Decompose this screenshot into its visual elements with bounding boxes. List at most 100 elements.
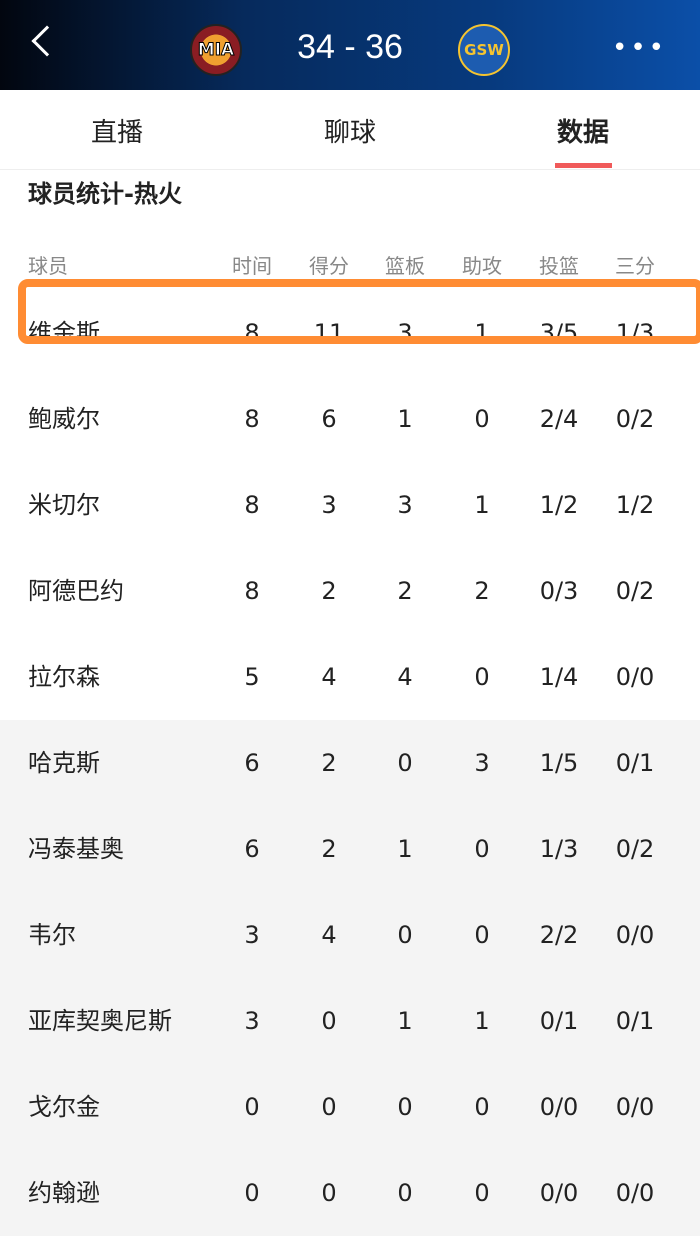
- stat-cell: 0: [321, 1179, 337, 1207]
- stat-cell: 0/1: [615, 749, 655, 777]
- table-row[interactable]: 阿德巴约 8 2 2 2 0/3 0/2 2: [0, 548, 700, 634]
- stat-cell: 0/1: [539, 1007, 579, 1035]
- highlight-box: [18, 279, 700, 344]
- stat-cell: 0/0: [615, 663, 655, 691]
- player-name[interactable]: 阿德巴约: [28, 577, 124, 605]
- player-name[interactable]: 哈克斯: [28, 749, 100, 777]
- stat-cell: 2: [674, 548, 700, 634]
- stat-cell: 1/2: [615, 491, 655, 519]
- tab-chat[interactable]: 聊球: [323, 118, 376, 148]
- stat-cell: 0: [321, 1007, 337, 1035]
- stat-cell: 0: [674, 1064, 700, 1150]
- stat-cell: 0/0: [615, 1179, 655, 1207]
- back-icon[interactable]: [31, 25, 63, 57]
- column-header[interactable]: 投篮: [539, 254, 579, 278]
- player-name[interactable]: 鲍威尔: [28, 405, 100, 433]
- column-header[interactable]: 得分: [309, 254, 349, 278]
- section-title: 球员统计-热火: [28, 180, 182, 208]
- stat-cell: 3: [474, 749, 490, 777]
- player-name[interactable]: 韦尔: [28, 921, 76, 949]
- column-header[interactable]: 罚: [674, 250, 700, 279]
- stat-cell: 0: [474, 835, 490, 863]
- table-header: 球员 时间 得分 篮板 助攻 投篮 三分罚: [0, 250, 700, 280]
- stat-cell: 0: [397, 1093, 413, 1121]
- stat-cell: 4: [321, 663, 337, 691]
- stat-cell: 1: [397, 405, 413, 433]
- table-row[interactable]: 韦尔 3 4 0 0 2/2 0/0 0: [0, 892, 700, 978]
- stat-cell: 0: [674, 720, 700, 806]
- stat-cell: 2: [321, 835, 337, 863]
- home-team-logo[interactable]: MIA: [190, 24, 242, 76]
- player-name[interactable]: 约翰逊: [28, 1179, 100, 1207]
- table-row[interactable]: 鲍威尔 8 6 1 0 2/4 0/2 2: [0, 376, 700, 462]
- stat-cell: 0: [244, 1179, 260, 1207]
- stat-cell: 0: [397, 921, 413, 949]
- column-header[interactable]: 助攻: [462, 254, 502, 278]
- active-tab-indicator: [555, 163, 612, 168]
- score: 34 - 36: [297, 28, 403, 66]
- stat-cell: 8: [244, 405, 260, 433]
- stat-cell: 1: [474, 491, 490, 519]
- stat-cell: 1/5: [539, 749, 579, 777]
- player-name[interactable]: 米切尔: [28, 491, 100, 519]
- stat-cell: 0: [321, 1093, 337, 1121]
- column-header[interactable]: 三分: [615, 254, 655, 278]
- stat-cell: 1/3: [539, 835, 579, 863]
- tab-live[interactable]: 直播: [90, 118, 143, 148]
- stat-cell: 0/0: [539, 1179, 579, 1207]
- tab-data[interactable]: 数据: [556, 118, 609, 148]
- stat-cell: 0/0: [539, 1093, 579, 1121]
- table-row[interactable]: 戈尔金 0 0 0 0 0/0 0/0 0: [0, 1064, 700, 1150]
- stat-cell: 0: [474, 1179, 490, 1207]
- player-name[interactable]: 亚库契奥尼斯: [28, 1007, 172, 1035]
- stat-cell: 2: [321, 577, 337, 605]
- stat-cell: 3: [397, 491, 413, 519]
- stat-cell: 3: [244, 1007, 260, 1035]
- stat-cell: 6: [244, 835, 260, 863]
- column-header[interactable]: 时间: [232, 254, 272, 278]
- stat-cell: 2: [674, 376, 700, 462]
- stat-cell: 0/2: [615, 577, 655, 605]
- away-team-logo[interactable]: GSW: [458, 24, 510, 76]
- column-header[interactable]: 球员: [28, 254, 68, 278]
- table-row[interactable]: 亚库契奥尼斯 3 0 1 1 0/1 0/1 0: [0, 978, 700, 1064]
- tab-bar: 直播 聊球 数据: [0, 90, 700, 170]
- table-row[interactable]: 哈克斯 6 2 0 3 1/5 0/1 0: [0, 720, 700, 806]
- stat-cell: 3: [244, 921, 260, 949]
- stat-cell: 0: [674, 462, 700, 548]
- stat-cell: 0: [397, 749, 413, 777]
- table-row[interactable]: 冯泰基奥 6 2 1 0 1/3 0/2 0: [0, 806, 700, 892]
- stat-cell: 2: [474, 577, 490, 605]
- stat-cell: 5: [244, 663, 260, 691]
- stat-cell: 2/2: [539, 921, 579, 949]
- stat-cell: 4: [321, 921, 337, 949]
- stat-cell: 0/0: [615, 1093, 655, 1121]
- stat-cell: 4: [397, 663, 413, 691]
- stat-cell: 0: [674, 892, 700, 978]
- stat-cell: 0/0: [615, 921, 655, 949]
- stat-cell: 0/2: [615, 835, 655, 863]
- stat-cell: 0: [674, 806, 700, 892]
- stat-cell: 8: [244, 577, 260, 605]
- stat-cell: 1: [474, 1007, 490, 1035]
- stat-cell: 6: [321, 405, 337, 433]
- column-header[interactable]: 篮板: [385, 254, 425, 278]
- stat-cell: 0/2: [615, 405, 655, 433]
- stat-cell: 0: [397, 1179, 413, 1207]
- table-row[interactable]: 拉尔森 5 4 4 0 1/4 0/0 2: [0, 634, 700, 720]
- stat-cell: 0: [674, 1150, 700, 1236]
- stat-cell: 2: [321, 749, 337, 777]
- stat-cell: 0/3: [539, 577, 579, 605]
- table-row[interactable]: 约翰逊 0 0 0 0 0/0 0/0 0: [0, 1150, 700, 1236]
- stat-cell: 3: [321, 491, 337, 519]
- stat-cell: 0: [474, 405, 490, 433]
- stat-cell: 0: [474, 663, 490, 691]
- stat-cell: 0/1: [615, 1007, 655, 1035]
- table-row[interactable]: 米切尔 8 3 3 1 1/2 1/2 0: [0, 462, 700, 548]
- player-name[interactable]: 冯泰基奥: [28, 835, 124, 863]
- player-name[interactable]: 拉尔森: [28, 663, 100, 691]
- stat-cell: 0: [244, 1093, 260, 1121]
- player-name[interactable]: 戈尔金: [28, 1093, 100, 1121]
- more-icon[interactable]: •••: [612, 33, 668, 63]
- stat-cell: 8: [244, 491, 260, 519]
